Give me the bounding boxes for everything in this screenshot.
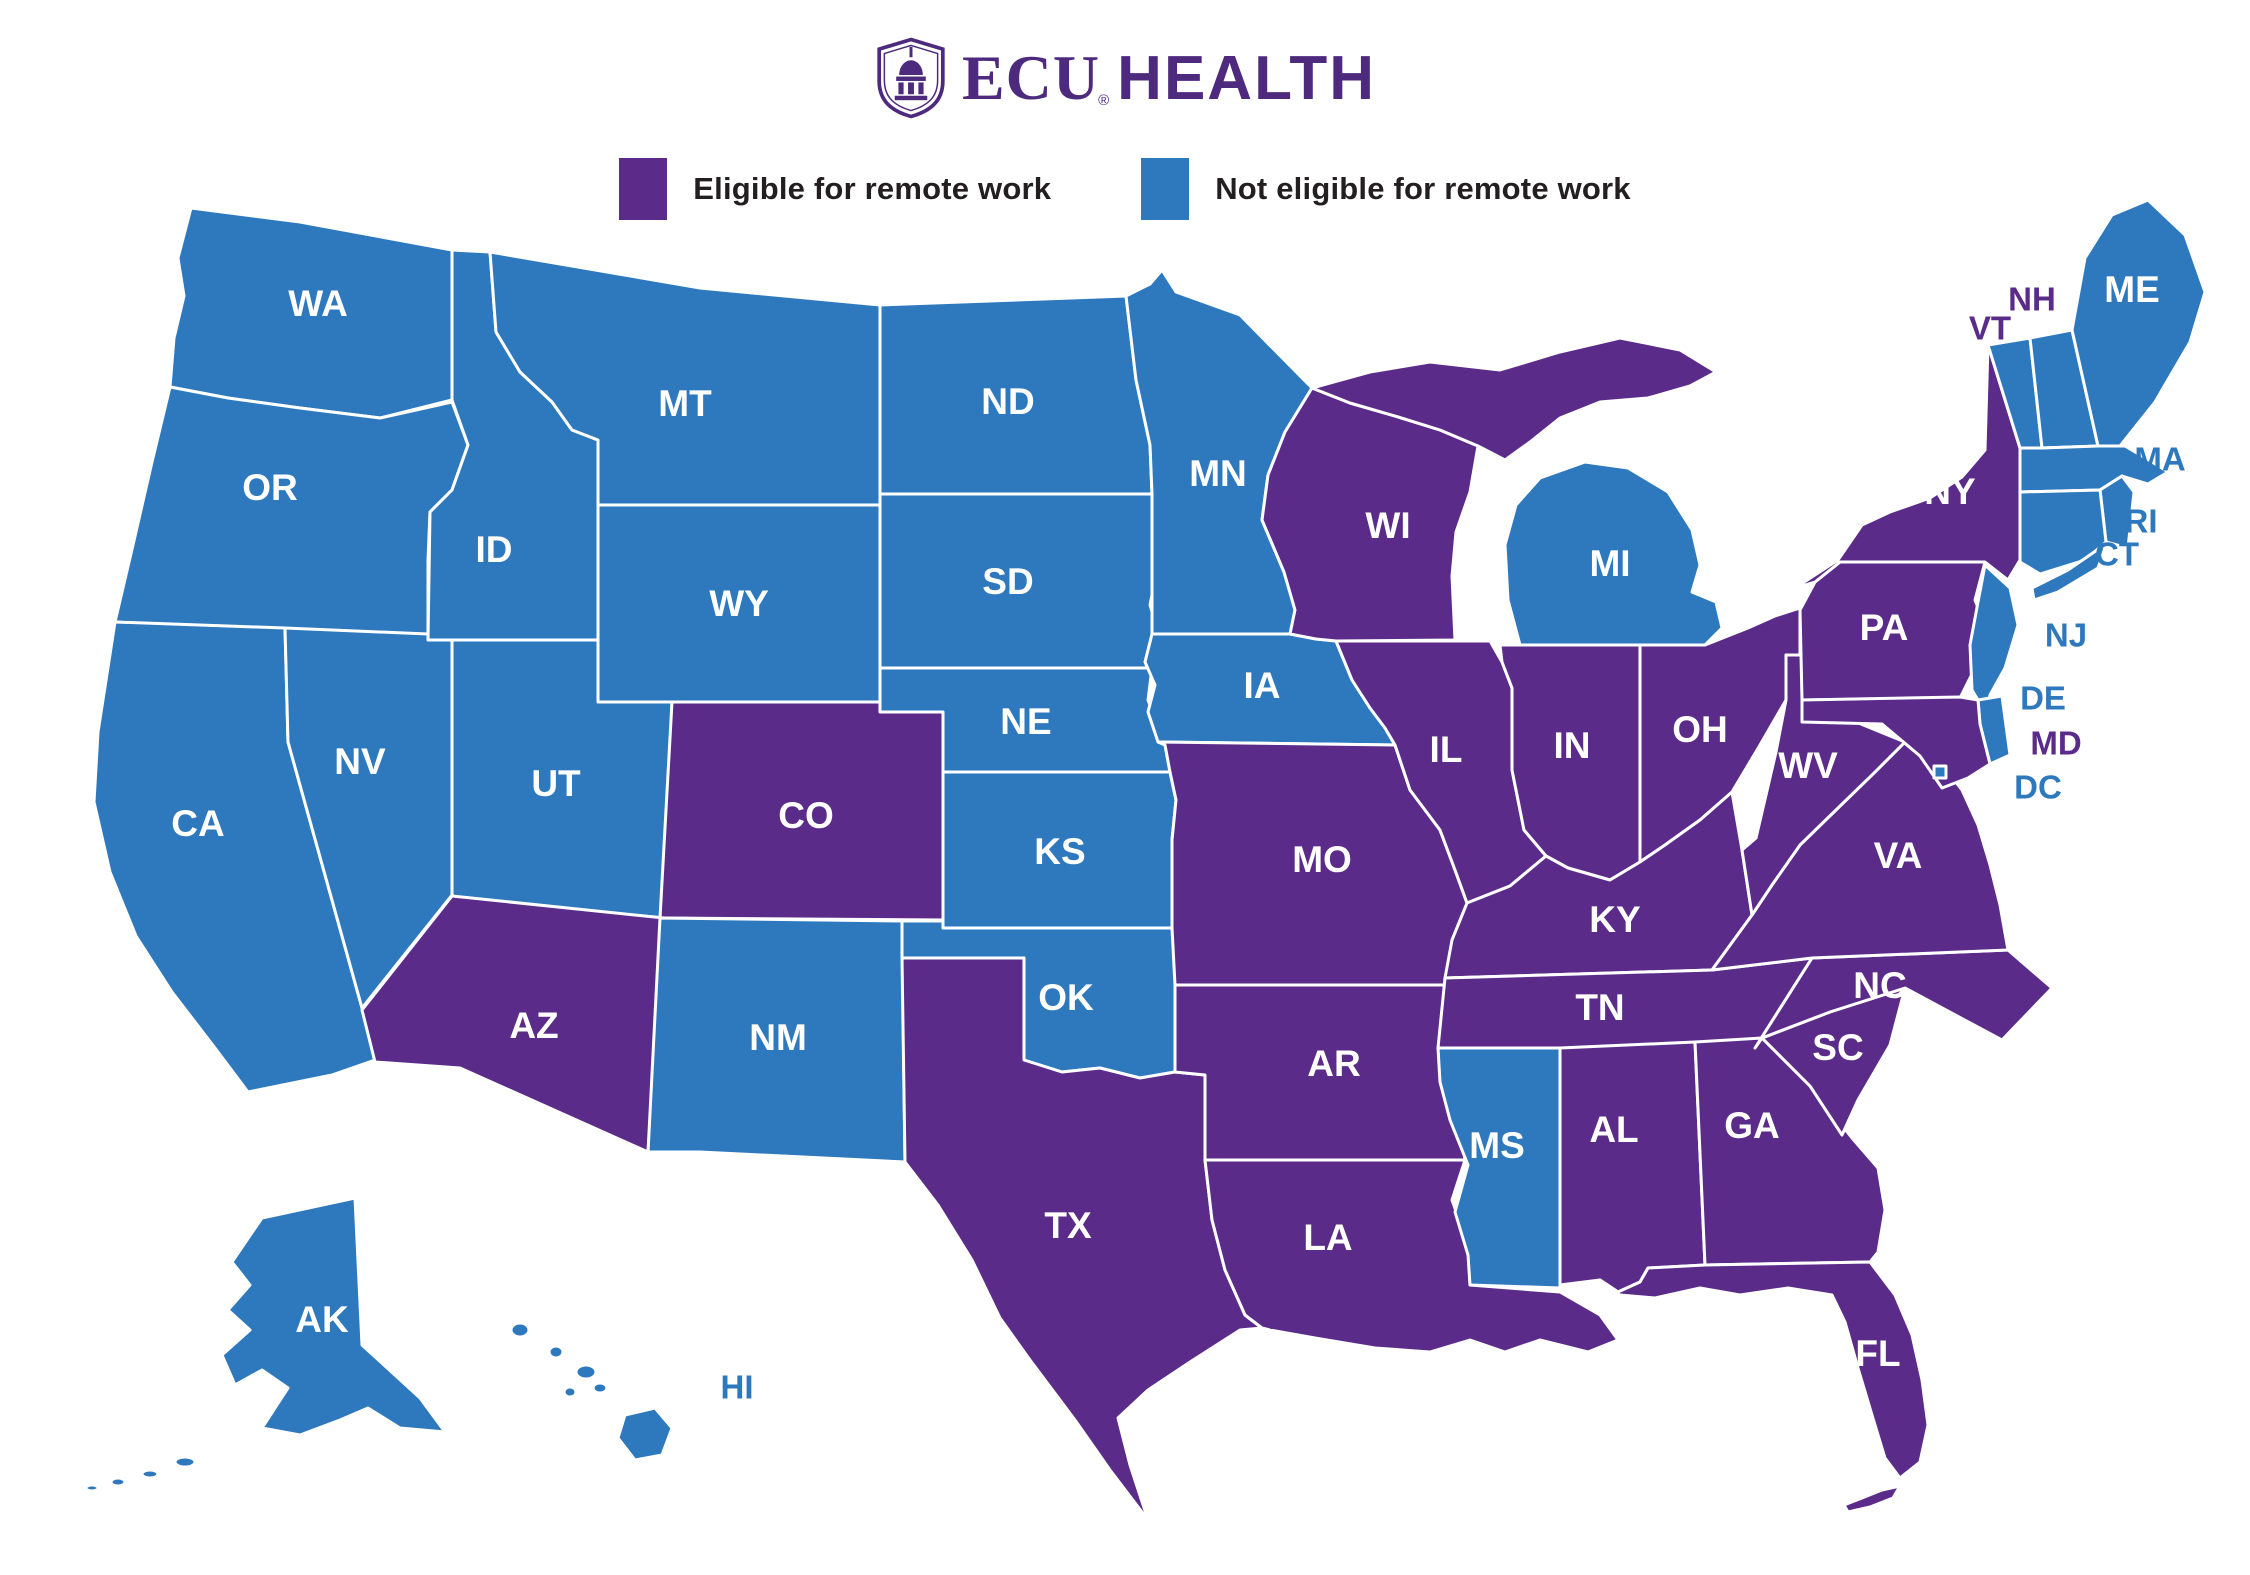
not-eligible-swatch: [1141, 158, 1190, 220]
state-label-wi: WI: [1365, 505, 1410, 546]
state-label-va: VA: [1874, 835, 1923, 876]
state-label-id: ID: [476, 529, 513, 570]
legend-item-not-eligible: Not eligible for remote work: [1141, 158, 1631, 220]
state-label-wv: WV: [1778, 745, 1838, 786]
state-label-az: AZ: [509, 1005, 558, 1046]
state-label-tn: TN: [1575, 987, 1624, 1028]
state-label-ks: KS: [1034, 831, 1085, 872]
state-label-mo: MO: [1292, 839, 1352, 880]
state-label-ga: GA: [1724, 1105, 1780, 1146]
state-label-mt: MT: [658, 383, 712, 424]
state-label-tx: TX: [1044, 1205, 1092, 1246]
logo-ecu-text: ECU: [961, 42, 1101, 113]
state-label-nv: NV: [334, 741, 386, 782]
state-label-nc: NC: [1853, 965, 1906, 1006]
not-eligible-label: Not eligible for remote work: [1215, 171, 1631, 206]
state-label-fl: FL: [1855, 1333, 1900, 1374]
state-label-nh: NH: [2008, 281, 2056, 318]
state-label-ia: IA: [1244, 665, 1281, 706]
state-label-il: IL: [1430, 729, 1463, 770]
state-label-ms: MS: [1469, 1125, 1525, 1166]
state-label-md: MD: [2030, 725, 2081, 762]
state-label-in: IN: [1554, 725, 1591, 766]
state-label-ct: CT: [2095, 536, 2139, 573]
state-label-me: ME: [2104, 269, 2160, 310]
state-label-al: AL: [1589, 1109, 1638, 1150]
state-label-ri: RI: [2125, 503, 2158, 540]
state-label-ak: AK: [295, 1299, 349, 1340]
dc-marker: [1932, 764, 1948, 780]
aleutian-islands: [84, 1455, 197, 1493]
ecu-shield-cupola-icon: [877, 37, 945, 119]
state-label-ne: NE: [1000, 701, 1051, 742]
state-label-nj: NJ: [2045, 617, 2087, 654]
state-tx: [900, 956, 1264, 1522]
state-label-sd: SD: [982, 561, 1033, 602]
legend: Eligible for remote work Not eligible fo…: [0, 158, 2250, 220]
state-nc: [1753, 948, 2054, 1050]
michigan-upper-peninsula: [1310, 336, 1718, 462]
state-label-wa: WA: [288, 283, 348, 324]
state-mt: [488, 250, 882, 507]
state-label-ca: CA: [171, 803, 224, 844]
eligible-swatch: [619, 158, 668, 220]
state-me: [2070, 198, 2207, 448]
state-ak: [220, 1196, 447, 1437]
state-label-de: DE: [2020, 680, 2066, 717]
state-label-ut: UT: [531, 763, 581, 804]
state-fl: [1598, 1260, 1930, 1480]
state-label-ma: MA: [2134, 441, 2185, 478]
state-label-dc: DC: [2014, 769, 2062, 806]
logo: ECU ® HEALTH: [0, 36, 2250, 120]
state-ny: [1793, 343, 2022, 590]
state-label-nm: NM: [749, 1017, 807, 1058]
logo-registered-mark: ®: [1098, 92, 1110, 109]
state-al: [1558, 1040, 1707, 1294]
state-label-nd: ND: [981, 381, 1034, 422]
state-label-or: OR: [242, 467, 298, 508]
state-label-ok: OK: [1038, 977, 1094, 1018]
logo-text: ECU ® HEALTH: [962, 46, 1376, 110]
eligible-label: Eligible for remote work: [693, 171, 1052, 206]
state-label-hi: HI: [721, 1369, 754, 1406]
state-or: [113, 385, 470, 640]
state-label-pa: PA: [1860, 607, 1909, 648]
state-label-co: CO: [778, 795, 834, 836]
state-label-oh: OH: [1672, 709, 1728, 750]
state-label-mn: MN: [1189, 453, 1247, 494]
state-label-wy: WY: [709, 583, 769, 624]
state-mi: [1503, 460, 1724, 647]
state-label-mi: MI: [1589, 543, 1630, 584]
state-label-ny: NY: [1924, 471, 1976, 512]
state-nm: [646, 916, 907, 1164]
state-label-ky: KY: [1589, 899, 1641, 940]
state-label-sc: SC: [1812, 1027, 1863, 1068]
state-label-ar: AR: [1307, 1043, 1360, 1084]
state-label-vt: VT: [1969, 310, 2011, 347]
state-hi: [509, 1321, 674, 1462]
legend-item-eligible: Eligible for remote work: [619, 158, 1051, 220]
long-island: [2030, 543, 2108, 602]
logo-health-text: HEALTH: [1117, 44, 1376, 113]
state-label-la: LA: [1303, 1217, 1352, 1258]
florida-keys: [1842, 1484, 1902, 1514]
